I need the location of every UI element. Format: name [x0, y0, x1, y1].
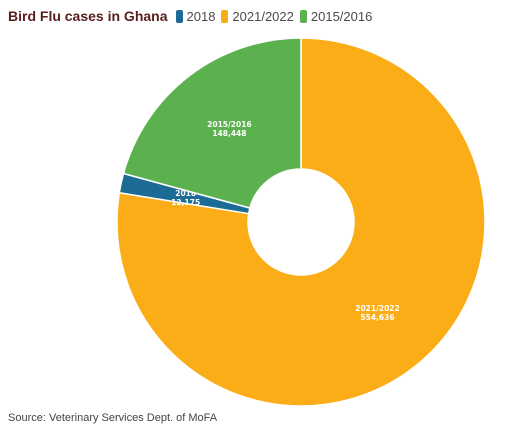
legend-item-2021-2022: 2021/2022: [221, 8, 294, 24]
legend-label: 2015/2016: [310, 8, 373, 24]
legend-swatch: [175, 9, 183, 23]
chart-header: Bird Flu cases in Ghana 2018 2021/2022 201…: [8, 8, 378, 24]
chart-legend: 2018 2021/2022 2015/2016: [175, 8, 379, 24]
legend-label: 2018: [186, 8, 216, 24]
legend-item-2015-2016: 2015/2016: [299, 8, 373, 24]
donut-chart: 2021/2022 554,636 2018 12,175 2015/2016 148,4…: [116, 37, 486, 407]
legend-label: 2021/2022: [232, 8, 294, 24]
slice-2015-2016: [122, 37, 302, 209]
legend-swatch: [299, 9, 307, 23]
legend-swatch: [221, 9, 229, 23]
slice-label-2018: 2018 12,175: [171, 189, 200, 207]
slice-label-2015-2016: 2015/2016 148,448: [207, 120, 252, 138]
legend-item-2018: 2018: [175, 8, 216, 24]
slice-label-2021-2022: 2021/2022 554,636: [355, 304, 400, 322]
slice-2021-2022: [116, 37, 486, 407]
source-note: Source: Veterinary Services Dept. of MoF…: [8, 412, 218, 424]
chart-title: Bird Flu cases in Ghana: [8, 8, 168, 24]
